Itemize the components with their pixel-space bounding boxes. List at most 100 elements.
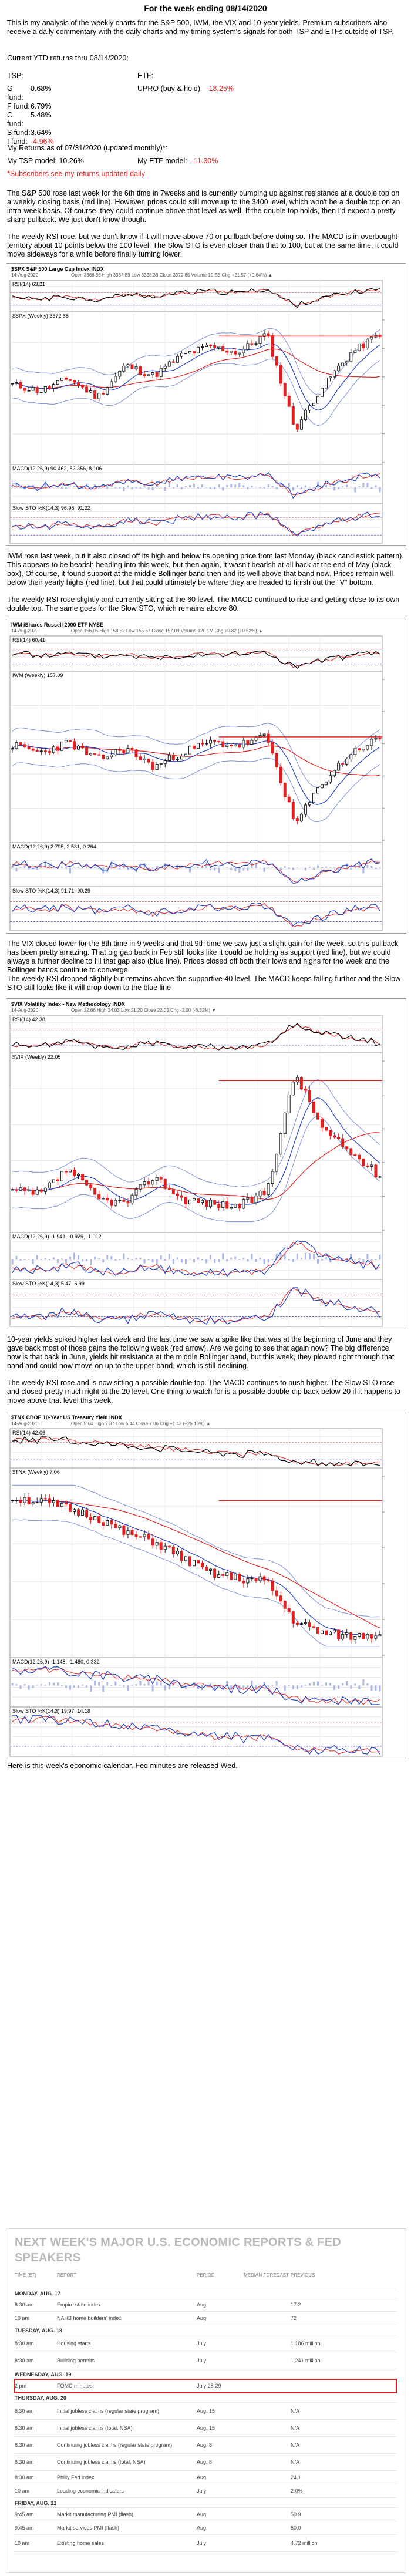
- calendar-cell: 24.1: [291, 2474, 301, 2480]
- fund-value: 3.64%: [31, 129, 52, 137]
- ytd-heading: Current YTD returns thru 08/14/2020:: [7, 54, 129, 62]
- col-header: TIME (ET): [15, 2272, 36, 2278]
- tsp-model-label: My TSP model:: [7, 157, 57, 165]
- calendar-cell: N/A: [291, 2459, 300, 2465]
- col-header: PERIOD: [197, 2272, 215, 2278]
- iwm-chart-svg: IWM iShares Russell 2000 ETF NYSE14-Aug-…: [9, 622, 385, 931]
- etf-label: ETF:: [137, 72, 154, 80]
- chart-title: $TNX CBOE 10-Year US Treasury Yield INDX: [11, 1415, 122, 1420]
- calendar-cell: N/A: [291, 2442, 300, 2448]
- calendar-cell: 50.0: [291, 2525, 301, 2531]
- sto-label: Slow STO %K(14,3) 19.97, 14.18: [12, 1708, 90, 1714]
- page-title: For the week ending 08/14/2020: [144, 4, 267, 13]
- calendar-cell: 8:30 am: [15, 2358, 34, 2363]
- calendar-cell: 8:30 am: [15, 2425, 34, 2431]
- calendar-row: 8:30 am Initial jobless claims (total, NS…: [15, 2420, 396, 2437]
- calendar-day: MONDAY, AUG. 17: [15, 2288, 396, 2298]
- calendar-cell: Aug: [197, 2302, 207, 2308]
- upro-label: UPRO (buy & hold): [137, 85, 200, 93]
- calendar-cell: 10 am: [15, 2488, 30, 2494]
- calendar-row: 8:30 am Empire state index Aug 17.2: [15, 2298, 396, 2312]
- chart-ohlc: Open 156.05 High 158.52 Low 155.67 Close…: [71, 628, 263, 634]
- economic-calendar: NEXT WEEK'S MAJOR U.S. ECONOMIC REPORTS …: [6, 2228, 406, 2573]
- calendar-cell: 4.72 million: [291, 2540, 318, 2546]
- calendar-row: 10 am Leading economic indicators July 2.0%: [15, 2484, 396, 2498]
- calendar-cell: 50.9: [291, 2511, 301, 2517]
- calendar-cell: Aug. 15: [197, 2408, 215, 2414]
- calendar-cell: 9:45 am: [15, 2525, 34, 2531]
- col-header: PREVIOUS: [291, 2272, 315, 2278]
- chart-ohlc: Open 3368.66 High 3387.89 Low 3328.39 Cl…: [71, 272, 272, 278]
- calendar-row: 8:30 am Continuing jobless claims (regula…: [15, 2437, 396, 2454]
- calendar-cell: Aug: [197, 2511, 207, 2517]
- vix-paragraph-2: The weekly RSI dropped slightly but rema…: [7, 975, 401, 992]
- calendar-cell: Empire state index: [57, 2302, 101, 2308]
- calendar-cell: Aug. 8: [197, 2442, 213, 2448]
- price-label: $SPX (Weekly) 3372.85: [12, 313, 69, 319]
- tnx-chart-svg: $TNX CBOE 10-Year US Treasury Yield INDX…: [9, 1415, 385, 1757]
- macd-label: MACD(12,26,9) -1.941, -0.929, -1.012: [12, 1234, 102, 1240]
- subscribers-note: *Subscribers see my returns updated dail…: [7, 170, 145, 178]
- calendar-note: Here is this week's economic calendar. F…: [7, 1762, 238, 1770]
- spx-paragraph-2: The weekly RSI rose, but we don't know i…: [7, 233, 399, 258]
- chart-date: 14-Aug-2020: [11, 1421, 39, 1426]
- calendar-row: 2 pm FOMC minutes July 28-29: [14, 2379, 397, 2393]
- calendar-cell: 10 am: [15, 2315, 30, 2321]
- calendar-cell: Continuing jobless claims (total, NSA): [57, 2459, 146, 2465]
- price-label: $VIX (Weekly) 22.05: [12, 1054, 60, 1060]
- sto-label: Slow STO %K(14,3) 91.71, 90.29: [12, 888, 90, 894]
- iwm-paragraph-1: IWM rose last week, but it also closed o…: [7, 552, 404, 587]
- sto-label: Slow STO %K(14,3) 5.47, 6.99: [12, 1281, 85, 1287]
- calendar-cell: Markit services PMI (flash): [57, 2525, 120, 2531]
- calendar-row: 8:30 am Continuing jobless claims (total,…: [15, 2454, 396, 2471]
- calendar-cell: Housing starts: [57, 2341, 91, 2346]
- spx-chart-svg: $SPX S&P 500 Large Cap Index INDX14-Aug-…: [9, 266, 385, 544]
- calendar-cell: 2.0%: [291, 2488, 303, 2494]
- calendar-row: 10 am NAHB home builders' index Aug 72: [15, 2312, 396, 2325]
- calendar-cell: 1.241 million: [291, 2358, 321, 2363]
- calendar-row: 8:30 am Building permits July 1.241 million: [15, 2352, 396, 2369]
- macd-label: MACD(12,26,9) -1.148, -1.480, 0.332: [12, 1659, 100, 1665]
- upro-value: -18.25%: [206, 85, 234, 93]
- fund-value: 6.79%: [31, 102, 52, 110]
- chart-title: IWM iShares Russell 2000 ETF NYSE: [11, 622, 103, 628]
- chart-date: 14-Aug-2020: [11, 272, 39, 278]
- calendar-cell: Aug: [197, 2315, 207, 2321]
- calendar-cell: Aug. 8: [197, 2459, 213, 2465]
- calendar-cell: Continuing jobless claims (regular state…: [57, 2442, 173, 2448]
- tsp-model-value: 10.26%: [59, 157, 84, 165]
- vix-chart-svg: $VIX Volatility Index - New Methodology …: [9, 1001, 385, 1327]
- tnx-paragraph-1: 10-year yields spiked higher last week a…: [7, 1335, 395, 1370]
- calendar-day: TUESDAY, AUG. 18: [15, 2325, 396, 2335]
- chart-title: $VIX Volatility Index - New Methodology …: [11, 1001, 125, 1007]
- rsi-label: RSI(14) 60.41: [12, 637, 45, 643]
- calendar-cell: 8:30 am: [15, 2302, 34, 2308]
- fund-name: C fund:: [7, 111, 23, 128]
- calendar-row: 8:30 am Housing starts July 1.186 million: [15, 2335, 396, 2352]
- calendar-cell: N/A: [291, 2408, 300, 2414]
- calendar-cell: 2 pm: [15, 2383, 27, 2389]
- tnx-chart: $TNX CBOE 10-Year US Treasury Yield INDX…: [6, 1412, 406, 1759]
- vix-paragraph-1: The VIX closed lower for the 8th time in…: [7, 940, 399, 974]
- calendar-cell: July: [197, 2540, 207, 2546]
- calendar-cell: NAHB home builders' index: [57, 2315, 122, 2321]
- calendar-cell: Aug: [197, 2474, 207, 2480]
- rsi-label: RSI(14) 42.06: [12, 1430, 45, 1436]
- calendar-cell: July: [197, 2358, 207, 2363]
- rsi-label: RSI(14) 42.38: [12, 1016, 45, 1022]
- fund-name: F fund:: [7, 102, 30, 110]
- calendar-cell: 8:30 am: [15, 2408, 34, 2414]
- calendar-cell: 8:30 am: [15, 2341, 34, 2346]
- calendar-day: WEDNESDAY, AUG. 19: [15, 2369, 396, 2379]
- calendar-cell: 9:45 am: [15, 2511, 34, 2517]
- tsp-model-row: My TSP model: 10.26%: [7, 157, 84, 166]
- fund-list: G fund: 0.68% F fund: 6.79% C fund: 5.48% S…: [7, 85, 54, 146]
- etf-model-row: My ETF model: -11.30%: [137, 157, 218, 166]
- rsi-label: RSI(14) 63.21: [12, 281, 45, 287]
- fund-value: 0.68%: [31, 85, 52, 93]
- calendar-cell: N/A: [291, 2425, 300, 2431]
- calendar-row: 8:30 am Initial jobless claims (regular s…: [15, 2403, 396, 2420]
- price-label: $TNX (Weekly) 7.06: [12, 1469, 60, 1475]
- calendar-row: 8:30 am Philly Fed index Aug 24.1: [15, 2471, 396, 2484]
